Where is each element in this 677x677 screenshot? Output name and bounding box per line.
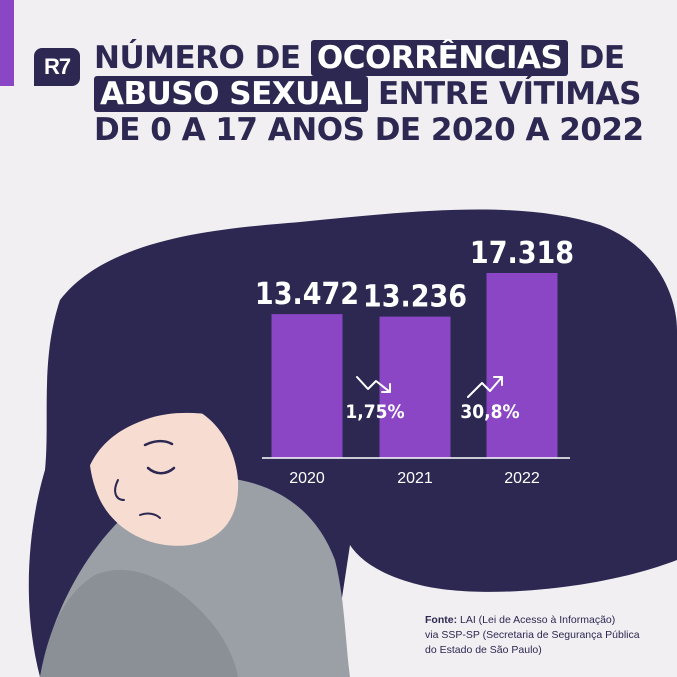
change-label-2021: 1,75%: [345, 401, 404, 423]
source-line-3: do Estado de São Paulo): [425, 644, 542, 656]
hair-fringe: [70, 388, 235, 470]
page-title: NÚMERO DE OCORRÊNCIAS DE ABUSO SEXUAL EN…: [94, 40, 664, 148]
bar-2021: [379, 316, 451, 458]
source-line-2: via SSP-SP (Secretaria de Segurança Públ…: [425, 629, 640, 641]
source-note: Fonte: LAI (Lei de Acesso à Informação) …: [425, 613, 675, 658]
change-label-2022: 30,8%: [460, 401, 519, 423]
x-tick-label-2020: 2020: [289, 470, 325, 487]
bar-value-label-2021: 13.236: [363, 280, 467, 315]
accent-strip: [0, 0, 14, 86]
x-tick-label-2021: 2021: [397, 470, 433, 487]
trend-up-icon: [467, 376, 503, 398]
r7-logo: R7: [34, 48, 80, 86]
bar-value-label-2022: 17.318: [470, 236, 574, 271]
title-part-1: NÚMERO DE: [94, 40, 301, 76]
title-highlight-2: ABUSO SEXUAL: [94, 76, 368, 112]
face-eyebrow: [143, 439, 174, 447]
title-part-3: ENTRE VÍTIMAS DE 0 A 17 ANOS DE 2020 A 2…: [94, 76, 644, 148]
title-part-2: DE: [578, 40, 625, 76]
sweater-shadow: [40, 569, 238, 677]
face-mouth: [139, 512, 161, 519]
bar-chart: 13.472 2020 13.236 2021 17.318 2022 1,75% 30,8%: [255, 236, 574, 487]
source-text: LAI (Lei de Acesso à Informação): [460, 614, 616, 626]
bar-value-label-2020: 13.472: [255, 277, 359, 312]
source-label: Fonte:: [425, 614, 458, 626]
title-highlight-1: OCORRÊNCIAS: [310, 40, 569, 76]
trend-down-icon: [356, 376, 391, 393]
face-nose: [114, 479, 125, 501]
x-tick-label-2022: 2022: [504, 470, 540, 487]
bar-2020: [271, 314, 343, 458]
face-eye: [146, 466, 176, 475]
bar-2022: [486, 273, 558, 458]
